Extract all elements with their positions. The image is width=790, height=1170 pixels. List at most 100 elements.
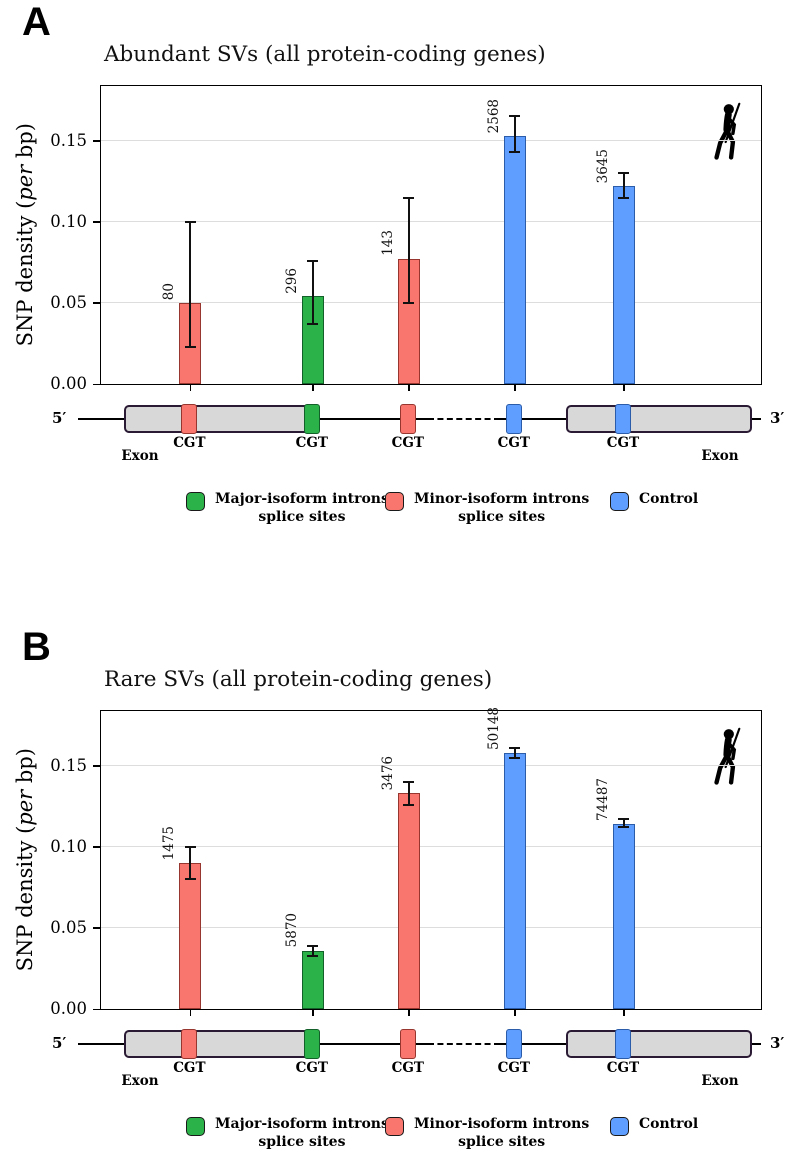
x-tick-mark	[312, 384, 314, 391]
legend-swatch-minor	[385, 492, 404, 511]
x-tick-mark	[623, 384, 625, 391]
bar-count: 3645	[594, 148, 611, 184]
error-bar	[407, 197, 410, 303]
intron-line-dashed	[428, 1042, 500, 1045]
error-bar	[513, 747, 516, 758]
bar-count: 80	[161, 282, 178, 300]
splice-site-band-control	[614, 404, 631, 434]
cgt-label: CGT	[497, 435, 530, 451]
y-axis-label: SNP density (per bp)	[10, 85, 40, 385]
panel-label-a: A	[22, 0, 51, 44]
splice-site-band-control	[614, 1029, 631, 1059]
y-gridline	[101, 846, 761, 848]
y-tick-mark	[93, 927, 101, 929]
five-prime-label: 5′	[52, 1034, 67, 1052]
y-tick-label: 0.15	[50, 130, 87, 150]
error-bar-cap	[509, 746, 521, 749]
legend-label: Control	[639, 491, 699, 507]
splice-site-band-control	[505, 404, 522, 434]
y-axis-label: SNP density (per bp)	[10, 710, 40, 1010]
legend-swatch-control	[610, 1117, 629, 1136]
error-bar-cap	[618, 818, 630, 821]
y-tick-label: 0.00	[50, 999, 87, 1018]
y-tick-label: 0.15	[50, 755, 87, 775]
panel-b: B Rare SVs (all protein-coding genes) SN…	[0, 585, 790, 1170]
error-bar-cap	[509, 115, 521, 118]
error-bar-cap	[307, 944, 319, 947]
cgt-label: CGT	[606, 435, 640, 451]
legend-item-major: Major-isoform introns splice sites	[186, 490, 389, 527]
human-silhouette-icon	[707, 102, 747, 162]
y-tick-label: 0.05	[50, 917, 87, 937]
y-tick-label: 0.10	[50, 836, 87, 856]
error-bar	[622, 819, 625, 828]
legend-swatch-major	[186, 492, 205, 511]
bar-count: 74487	[594, 778, 611, 822]
legend-swatch-control	[610, 492, 629, 511]
y-tick-label: 0.05	[50, 292, 87, 312]
error-bar-cap	[509, 151, 521, 154]
panel-a-inner: A Abundant SVs (all protein-coding genes…	[0, 0, 790, 542]
plot-area-b: 0.00 0.05 0.10 0.15 1475 5870 3476 50148 74487	[50, 707, 762, 1018]
y-tick-mark	[93, 1008, 101, 1010]
splice-site-band-minor	[399, 404, 416, 434]
exon-label: Exon	[701, 448, 739, 464]
three-prime-label: 3′	[770, 409, 785, 427]
x-tick-mark	[514, 1009, 516, 1016]
legend-item-minor: Minor-isoform introns splice sites	[385, 490, 589, 527]
x-tick-mark	[408, 384, 410, 391]
x-tick-mark	[408, 1009, 410, 1016]
legend-swatch-minor	[385, 1117, 404, 1136]
legend-item-control: Control	[610, 1115, 698, 1136]
splice-site-band-minor	[181, 1029, 198, 1059]
error-bar-cap	[307, 323, 319, 325]
legend-label: Minor-isoform introns splice sites	[414, 491, 590, 526]
bar-count: 143	[379, 230, 396, 257]
error-bar-cap	[403, 196, 415, 199]
y-gridline	[101, 765, 761, 767]
intron-line-dashed	[428, 417, 500, 420]
chart-title-b: Rare SVs (all protein-coding genes)	[104, 667, 493, 692]
panel-b-inner: B Rare SVs (all protein-coding genes) SN…	[0, 625, 790, 1170]
cgt-label: CGT	[391, 435, 424, 451]
legend-label: Control	[639, 1116, 699, 1132]
y-gridline	[101, 140, 761, 142]
error-bar-cap	[184, 878, 196, 881]
error-bar-cap	[307, 259, 319, 262]
error-bar-cap	[403, 301, 415, 304]
plot-area-a: 0.00 0.05 0.10 0.15 80 296 143 2568 3645	[50, 85, 762, 393]
y-gridline	[101, 927, 761, 929]
y-tick-label: 0.10	[50, 211, 87, 231]
exon-box	[566, 405, 752, 433]
error-bar-cap	[618, 826, 630, 829]
y-axis-label-italic: per	[13, 790, 37, 827]
cgt-label: CGT	[295, 1060, 328, 1076]
three-prime-label: 3′	[770, 1034, 785, 1052]
splice-site-band-minor	[181, 404, 198, 434]
legend-item-control: Control	[610, 490, 698, 511]
bar-minor	[179, 863, 202, 1009]
error-bar-cap	[307, 954, 319, 957]
bar-count: 3476	[379, 755, 396, 791]
y-axis-label-pre: SNP density (	[13, 201, 37, 347]
splice-site-band-major	[303, 404, 320, 434]
x-tick-mark	[189, 384, 192, 391]
y-tick-mark	[93, 765, 101, 767]
error-bar-cap	[403, 780, 415, 783]
five-prime-label: 5′	[52, 409, 67, 427]
legend-label: Major-isoform introns splice sites	[215, 1116, 389, 1151]
error-bar	[311, 945, 314, 956]
y-axis-label-post: bp)	[13, 748, 37, 791]
gene-structure-diagram-b: 5′ 3′ Exon Exon CGT CGT CGT CGT CGT	[0, 1017, 790, 1109]
error-bar-cap	[403, 803, 415, 806]
legend-b: Major-isoform introns splice sites Minor-…	[0, 1115, 790, 1167]
bar-count: 296	[283, 267, 300, 294]
splice-site-band-control	[505, 1029, 522, 1059]
legend-item-major: Major-isoform introns splice sites	[186, 1115, 389, 1152]
bar-count: 5870	[283, 913, 300, 948]
legend-a: Major-isoform introns splice sites Minor-…	[0, 490, 790, 542]
error-bar	[311, 260, 314, 324]
panel-a: A Abundant SVs (all protein-coding genes…	[0, 0, 790, 542]
error-bar	[407, 782, 410, 805]
chart-title-a: Abundant SVs (all protein-coding genes)	[104, 42, 546, 67]
